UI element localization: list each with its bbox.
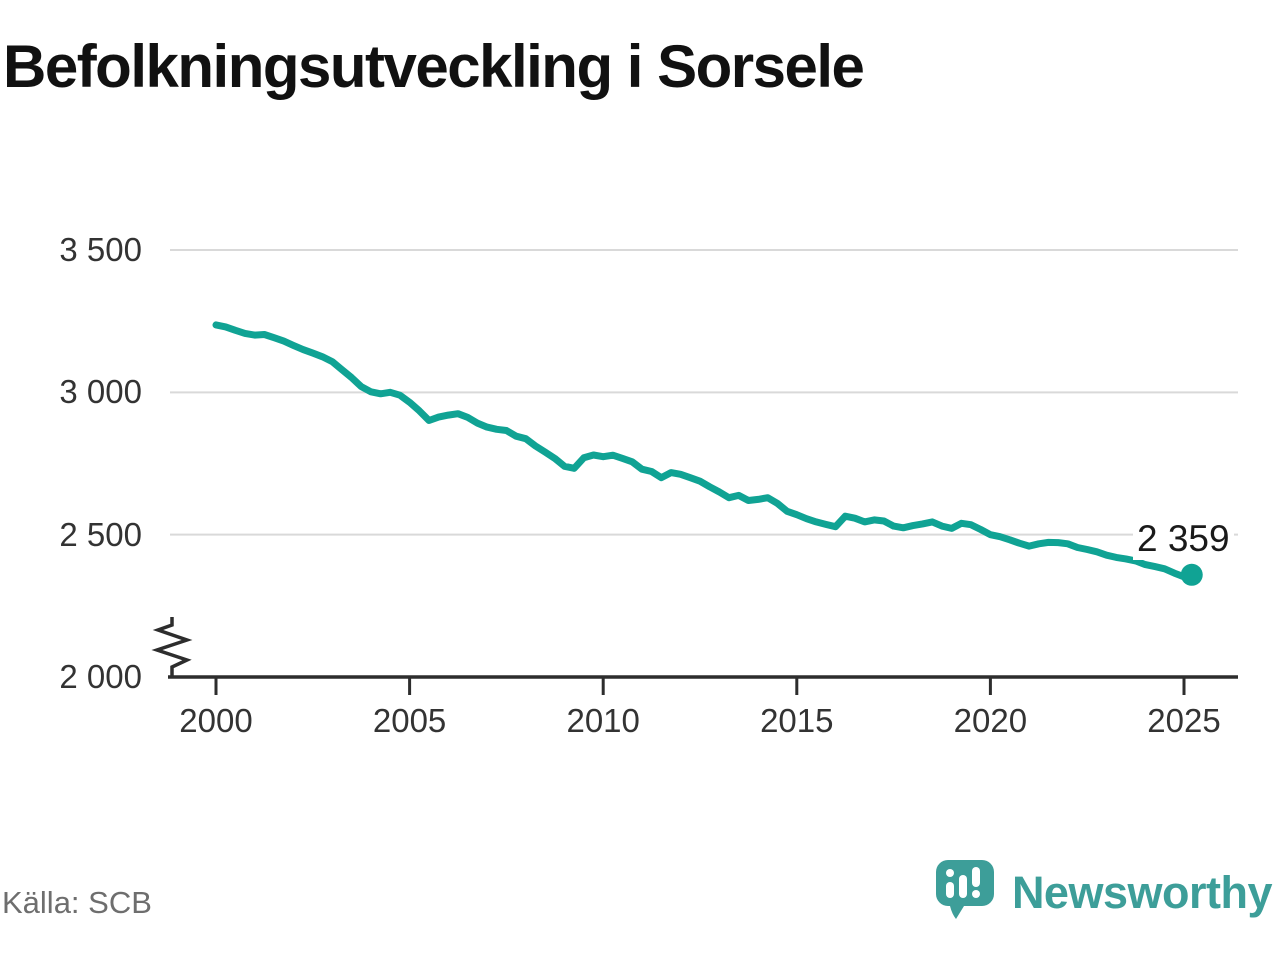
source-label: Källa: SCB [2, 885, 152, 920]
y-tick-label: 3 000 [59, 373, 142, 411]
page-title: Befolkningsutveckling i Sorsele [3, 33, 865, 100]
x-tick-label: 2025 [1147, 702, 1221, 739]
x-tick-label: 2005 [372, 702, 447, 739]
speech-bubble-bar-chart-icon [935, 860, 994, 919]
x-tick-label: 2015 [760, 702, 834, 739]
y-tick-label: 2 500 [59, 515, 142, 553]
newsworthy-logo: Newsworthy [934, 858, 1273, 928]
last-point-dot [1180, 563, 1203, 586]
x-tick-label: 2000 [179, 702, 253, 739]
population-line [212, 321, 1196, 583]
x-tick-label: 2020 [953, 702, 1028, 739]
y-tick-label: 2 000 [59, 658, 142, 695]
axis-break-icon [151, 617, 193, 678]
newsworthy-wordmark: Newsworthy [1011, 867, 1273, 918]
y-tick-label: 3 500 [59, 231, 142, 268]
last-value-label: 2 359 [1133, 518, 1234, 560]
x-tick-label: 2010 [566, 702, 640, 739]
